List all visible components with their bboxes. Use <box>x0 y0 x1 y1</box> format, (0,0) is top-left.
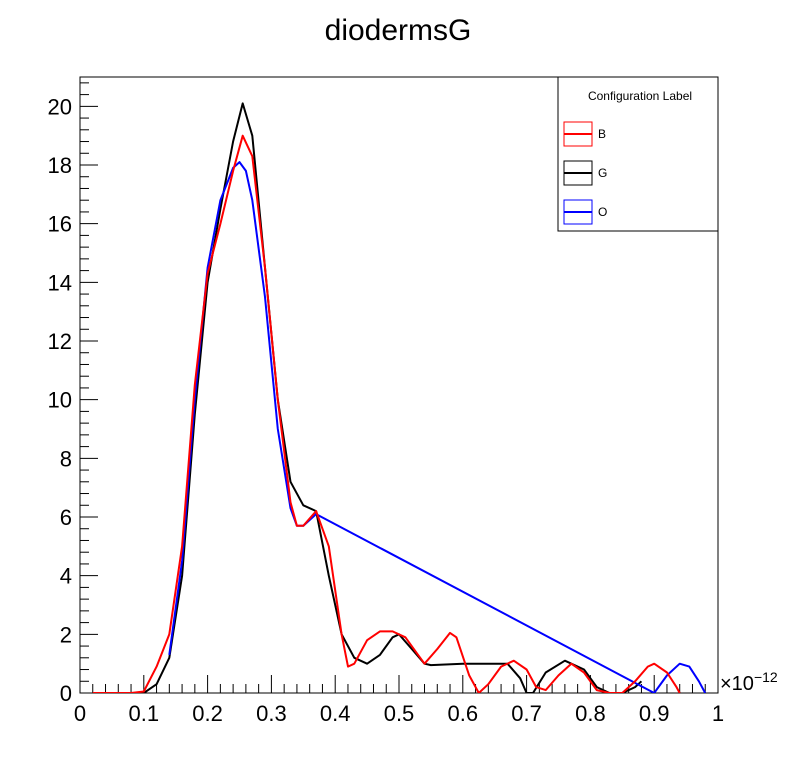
chart-title: diodermsG <box>325 14 472 47</box>
legend-box <box>557 76 719 232</box>
x-tick-label: 0.4 <box>320 701 351 726</box>
x-tick-label: 0.1 <box>129 701 160 726</box>
x-tick-label: 0.5 <box>384 701 415 726</box>
x-tick-label: 0.2 <box>192 701 223 726</box>
legend-label-B: B <box>598 127 606 141</box>
series-line-O <box>168 161 707 693</box>
series-line-B <box>92 134 681 693</box>
y-tick-label: 8 <box>60 446 72 471</box>
axis-ticks <box>79 82 719 694</box>
axis-tick-labels: 0 0.1 0.2 0.3 0.4 0.5 0.6 0.7 0.8 0.9 102468101214… <box>48 94 725 726</box>
x-tick-label: 0 <box>74 701 86 726</box>
y-tick-label: 14 <box>48 270 72 295</box>
series-line-G <box>118 102 643 693</box>
y-tick-label: 16 <box>48 212 72 237</box>
legend-label-G: G <box>598 166 607 180</box>
x-tick-label: 0.3 <box>256 701 287 726</box>
x-tick-label: 0.9 <box>639 701 670 726</box>
y-tick-label: 4 <box>60 564 72 589</box>
y-tick-label: 10 <box>48 388 72 413</box>
legend-header: Configuration Label <box>588 89 692 103</box>
x-axis-exponent-power: −12 <box>754 669 778 685</box>
y-tick-label: 18 <box>48 153 72 178</box>
y-tick-label: 6 <box>60 505 72 530</box>
x-tick-label: 0.7 <box>511 701 542 726</box>
x-axis-exponent: ×10−12 <box>720 669 778 695</box>
legend-label-O: O <box>598 205 607 219</box>
x-axis-exponent-base: ×10 <box>720 673 754 695</box>
x-tick-label: 0.8 <box>575 701 606 726</box>
x-tick-label: 0.6 <box>448 701 479 726</box>
y-tick-label: 0 <box>60 681 72 706</box>
legend: Configuration Label B G O <box>557 76 719 232</box>
y-tick-label: 2 <box>60 622 72 647</box>
series-layer <box>92 102 707 693</box>
y-tick-label: 20 <box>48 94 72 119</box>
x-tick-label: 1 <box>712 701 724 726</box>
y-tick-label: 12 <box>48 329 72 354</box>
